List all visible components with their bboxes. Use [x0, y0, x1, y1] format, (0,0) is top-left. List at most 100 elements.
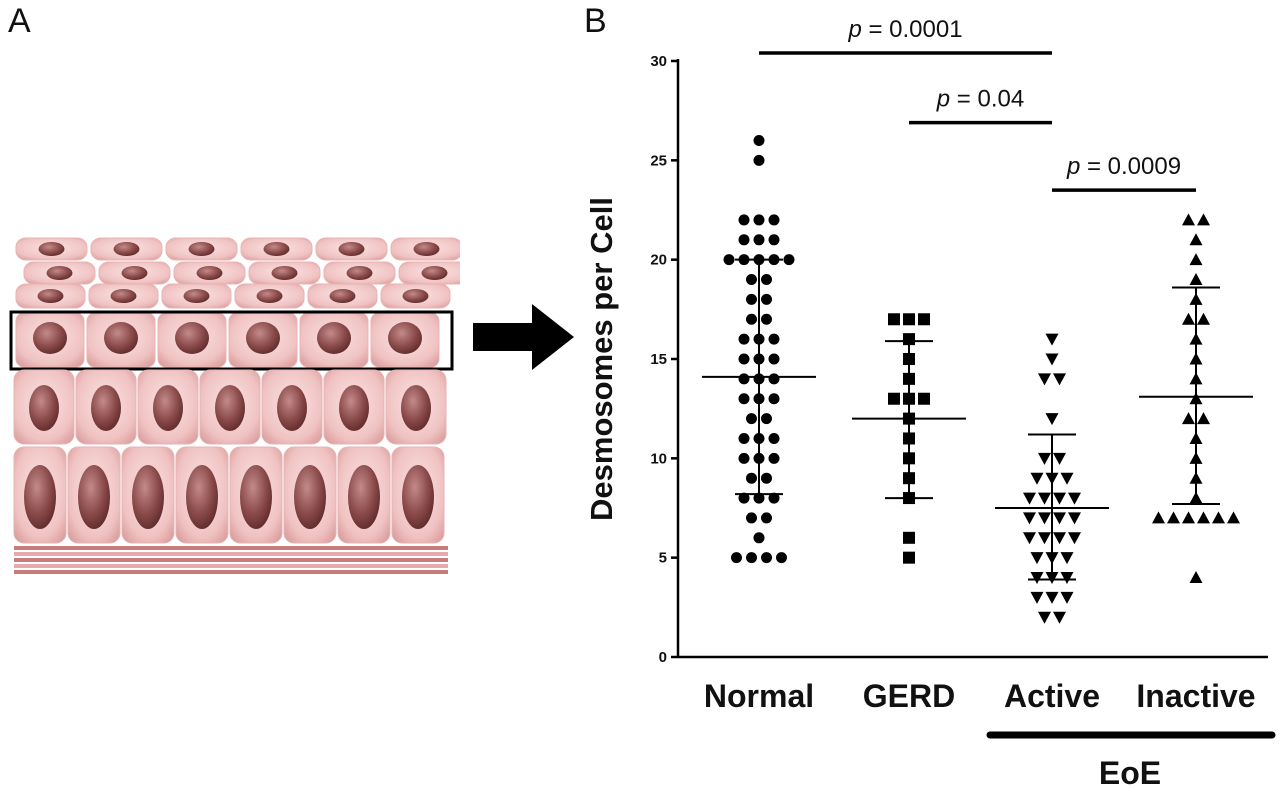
cell-nucleus [215, 385, 245, 431]
data-point-circle [768, 393, 780, 405]
cell-nucleus [421, 266, 448, 280]
data-point-triangle-up [1197, 213, 1210, 226]
data-point-triangle-down [1053, 492, 1066, 505]
data-point-circle [753, 532, 765, 544]
data-point-circle [768, 492, 780, 504]
basement-membrane-stripe [14, 552, 448, 556]
x-category-label: Inactive [1136, 678, 1255, 714]
data-point-circle [753, 154, 765, 166]
stratified-squamous-epithelium-illustration [9, 237, 460, 574]
data-point-circle [753, 134, 765, 146]
data-point-triangle-down [1060, 472, 1074, 485]
data-point-circle [738, 432, 750, 444]
data-point-square [903, 531, 915, 544]
data-point-triangle-up [1182, 312, 1195, 325]
y-tick-label: 10 [650, 450, 667, 467]
data-point-triangle-down [1053, 611, 1066, 624]
cell-nucleus [329, 289, 356, 303]
basement-membrane-stripe [14, 546, 448, 550]
y-tick-label: 15 [650, 351, 667, 368]
data-point-circle [746, 413, 757, 425]
cell-nucleus [271, 266, 298, 280]
data-point-circle [753, 214, 765, 226]
data-point-triangle-up [1189, 233, 1203, 246]
data-point-triangle-down [1038, 373, 1051, 386]
panel-b-label: B [584, 2, 607, 40]
data-point-circle [768, 214, 780, 226]
cell-nucleus [188, 242, 215, 256]
data-point-square [888, 313, 900, 326]
data-point-triangle-down [1053, 532, 1066, 545]
data-point-circle [768, 333, 780, 345]
panel-a-label: A [8, 2, 31, 40]
cell-nucleus [277, 385, 307, 431]
data-point-triangle-down [1030, 591, 1044, 604]
cell-nucleus [294, 465, 326, 529]
cell-nucleus [91, 385, 121, 431]
data-point-triangle-up [1227, 511, 1240, 524]
cell-nucleus [317, 322, 351, 354]
y-tick-label: 20 [650, 252, 667, 269]
cell-nucleus [33, 322, 67, 354]
data-point-circle [746, 274, 757, 286]
data-point-square [903, 333, 915, 346]
data-point-circle [783, 254, 795, 266]
data-point-circle [746, 313, 757, 325]
basement-membrane-stripe [14, 564, 448, 568]
basement-membrane-stripe [14, 570, 448, 574]
cell-nucleus [104, 322, 138, 354]
data-point-triangle-down [1030, 572, 1044, 585]
data-point-triangle-down [1053, 512, 1066, 525]
cell-nucleus [38, 242, 65, 256]
data-point-circle [761, 512, 772, 524]
data-point-triangle-up [1189, 253, 1203, 266]
data-point-triangle-down [1068, 512, 1081, 525]
data-point-square [903, 551, 915, 564]
data-point-triangle-down [1068, 532, 1081, 545]
data-point-triangle-up [1152, 511, 1165, 524]
y-tick-label: 25 [650, 152, 667, 169]
data-point-circle [738, 353, 750, 365]
data-point-triangle-up [1189, 571, 1203, 584]
data-point-circle [761, 293, 772, 305]
data-point-circle [753, 234, 765, 246]
right-arrow-icon [473, 304, 574, 370]
x-category-label: Active [1004, 678, 1100, 714]
data-point-triangle-down [1038, 452, 1051, 465]
data-point-triangle-down [1038, 512, 1051, 525]
data-point-circle [738, 234, 750, 246]
data-point-circle [746, 293, 757, 305]
cell-nucleus [263, 242, 290, 256]
cell-nucleus [24, 465, 56, 529]
data-point-triangle-down [1053, 452, 1066, 465]
cell-nucleus [339, 385, 369, 431]
x-category-label: GERD [863, 678, 955, 714]
data-point-triangle-up [1182, 511, 1195, 524]
data-point-triangle-down [1045, 413, 1059, 426]
cell-nucleus [183, 289, 210, 303]
cell-nucleus [402, 465, 434, 529]
cell-nucleus [338, 242, 365, 256]
data-point-circle [738, 333, 750, 345]
data-point-triangle-up [1197, 312, 1210, 325]
data-point-circle [753, 492, 765, 504]
data-point-triangle-down [1060, 591, 1074, 604]
data-point-triangle-down [1030, 472, 1044, 485]
data-point-circle [738, 393, 750, 405]
data-point-triangle-down [1030, 552, 1044, 565]
data-point-triangle-down [1068, 492, 1081, 505]
p-value-label: p = 0.04 [936, 86, 1024, 113]
data-point-circle [768, 373, 780, 385]
data-point-circle [761, 472, 772, 484]
data-point-circle [776, 552, 787, 564]
cell-nucleus [388, 322, 422, 354]
data-point-triangle-down [1045, 591, 1059, 604]
data-point-triangle-down [1038, 611, 1051, 624]
y-axis-label: Desmosomes per Cell [584, 197, 619, 521]
data-point-triangle-up [1167, 511, 1180, 524]
data-point-triangle-up [1197, 511, 1210, 524]
y-tick-label: 30 [650, 53, 667, 70]
cell-nucleus [46, 266, 73, 280]
data-point-circle [768, 234, 780, 246]
